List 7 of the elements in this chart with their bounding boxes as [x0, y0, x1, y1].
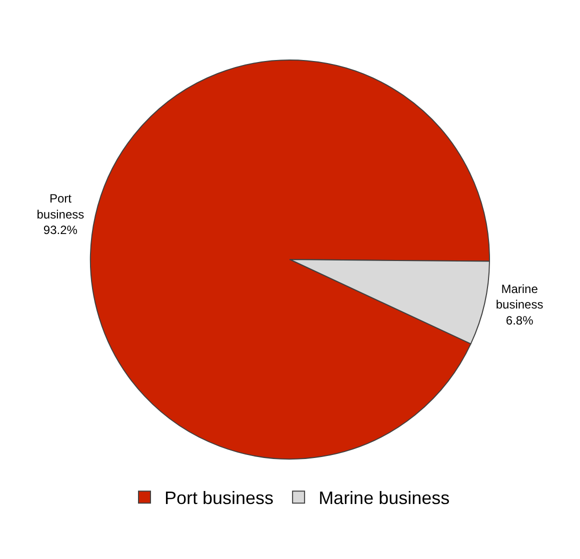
- pie-slice: [90, 60, 490, 460]
- legend-label: Marine business: [318, 488, 450, 508]
- data-label: 93.2%: [43, 222, 78, 237]
- slice-label: Marine business: [496, 282, 544, 312]
- slice-label: Port business: [36, 192, 84, 222]
- legend-label: Port business: [164, 488, 274, 508]
- data-label: 6.8%: [506, 313, 534, 328]
